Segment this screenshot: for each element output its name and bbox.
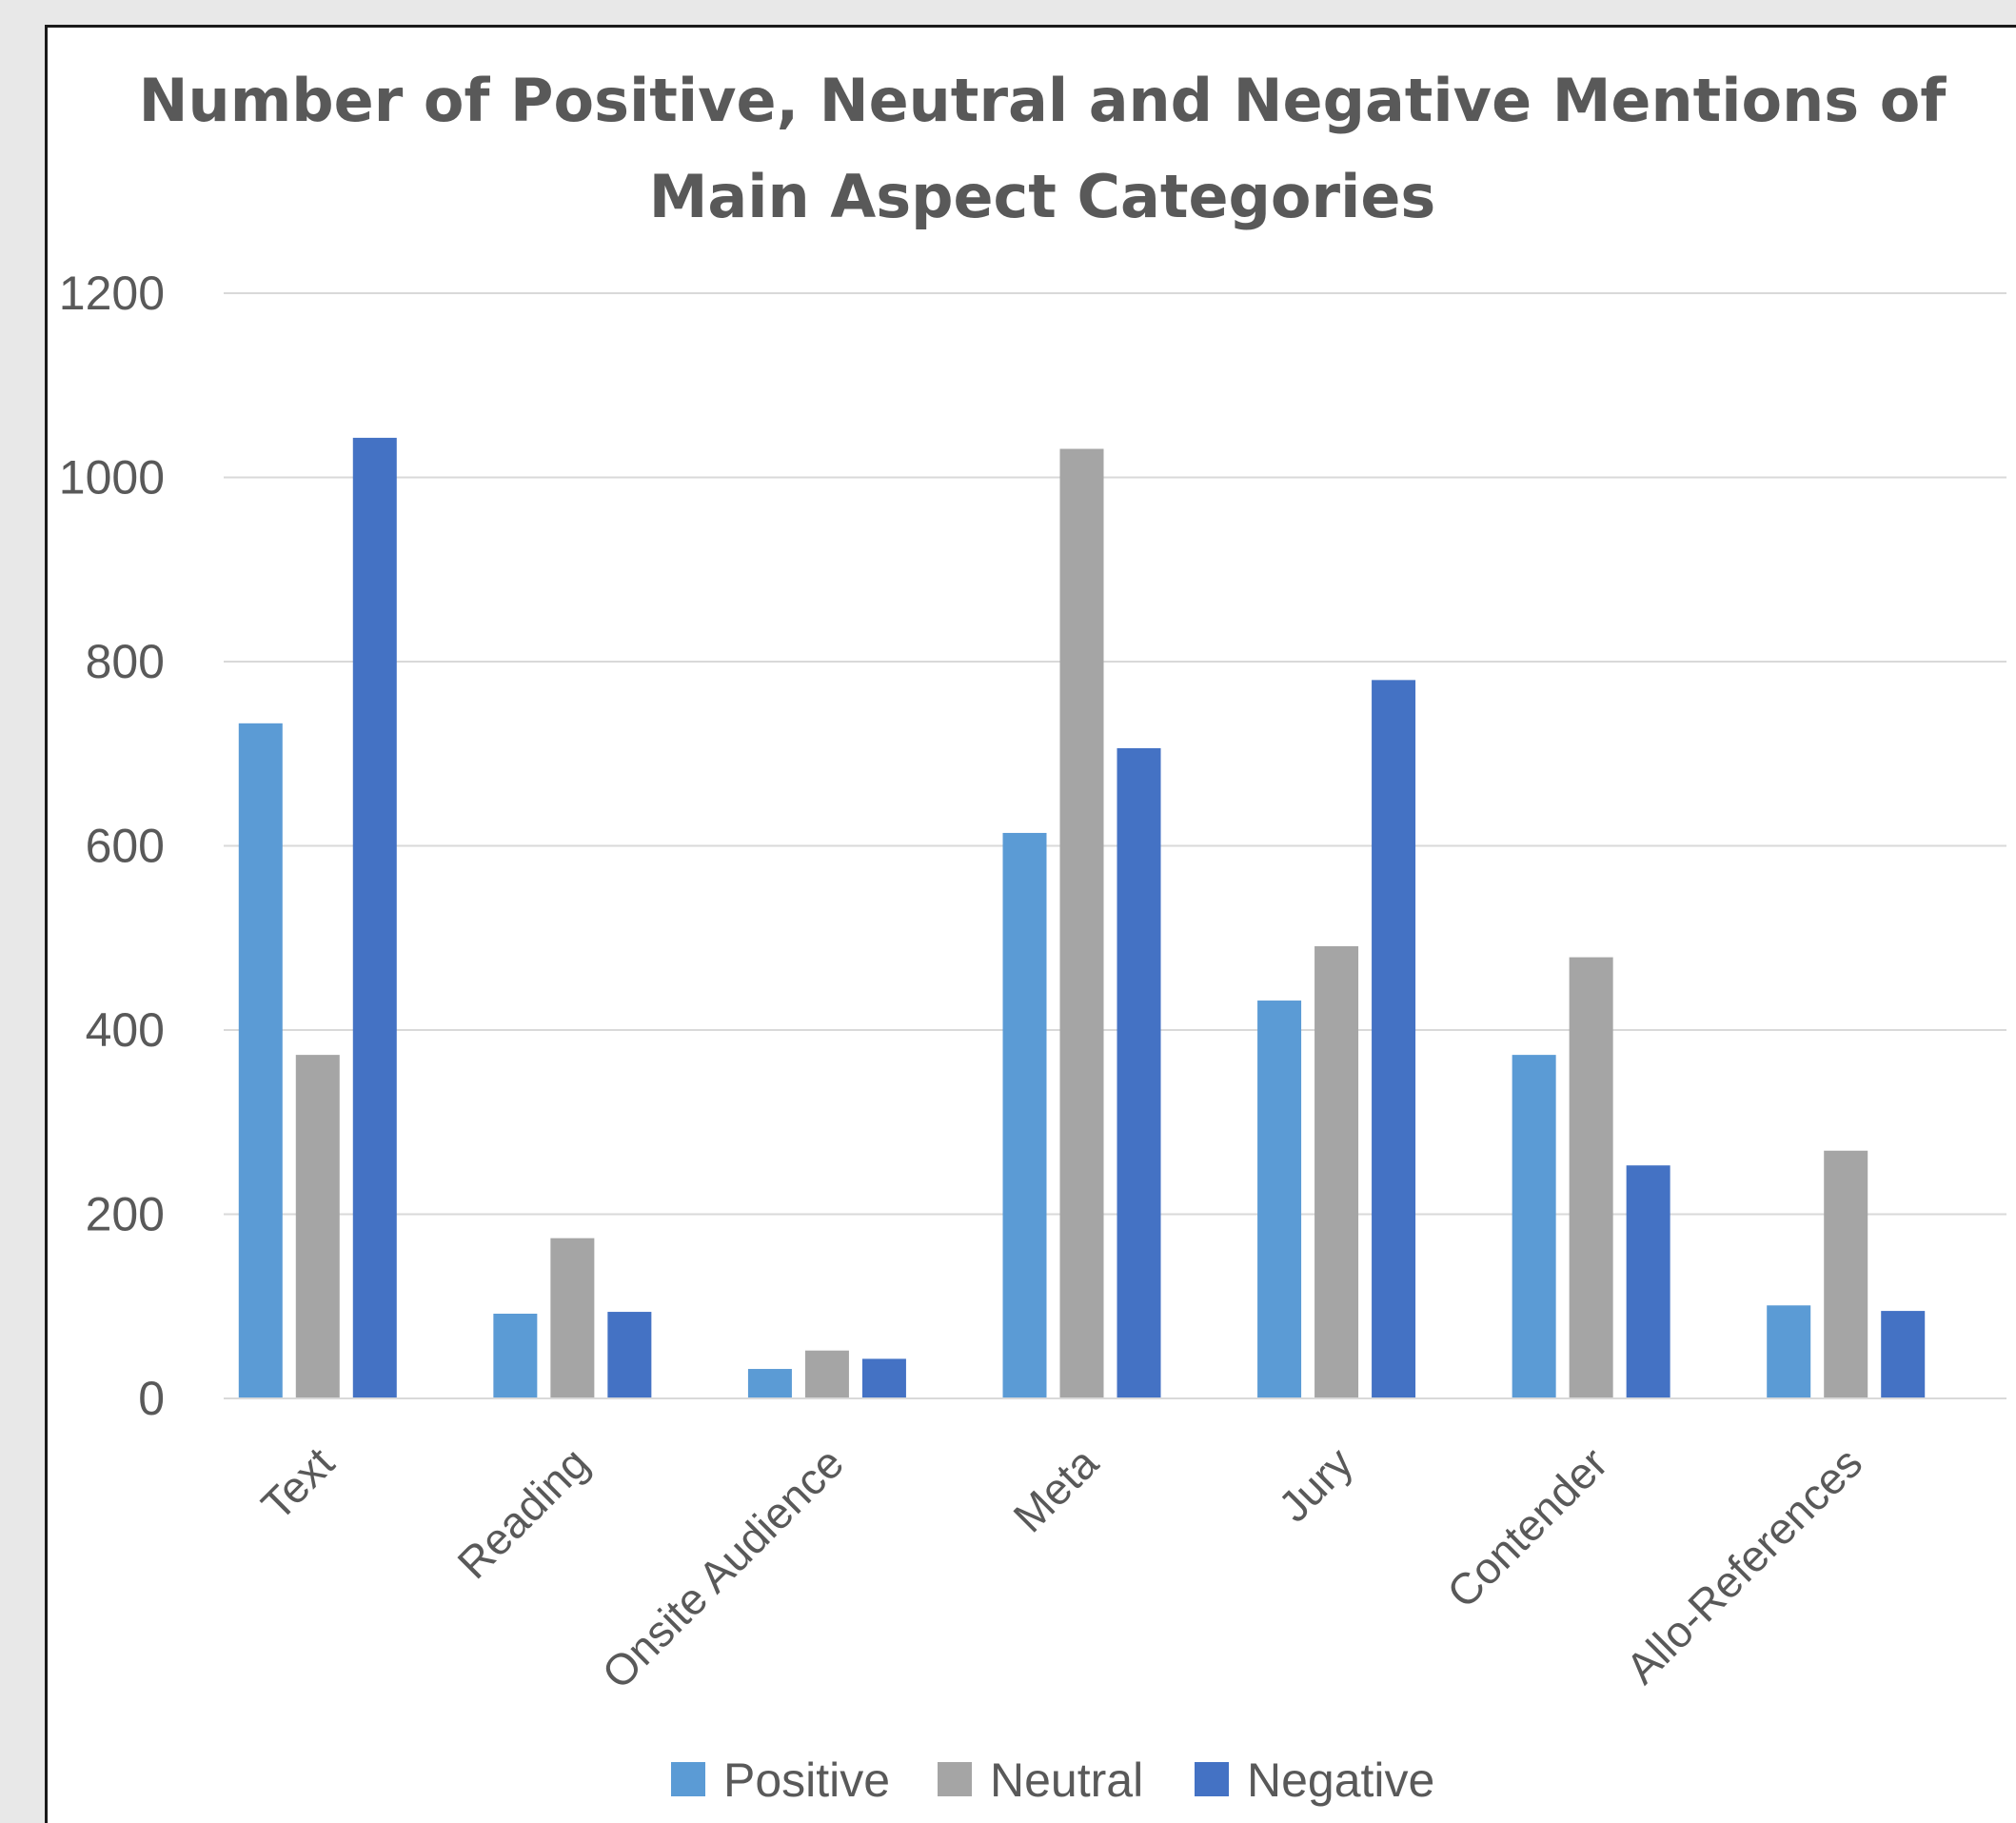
bar-negative-reading [607,1312,652,1398]
x-tick-label: Allo-References [1616,1437,1871,1693]
bar-neutral-allo-references [1824,1150,1868,1398]
bar-neutral-text [295,1055,340,1398]
bar-neutral-contender [1569,957,1613,1398]
legend: Positive Neutral Negative [671,1754,1434,1807]
y-tick-label: 800 [86,635,165,688]
y-tick-label: 1000 [59,451,165,505]
bar-negative-meta [1117,747,1161,1398]
y-tick-label: 1200 [59,267,165,320]
legend-label-neutral: Neutral [990,1754,1143,1807]
x-tick-label: Onsite Audience [592,1437,853,1698]
legend-swatch-negative [1195,1762,1229,1796]
legend-label-negative: Negative [1247,1754,1434,1807]
bar-positive-text [238,723,283,1398]
y-axis-tick-labels: 0 200 400 600 800 1000 1200 [59,267,165,1425]
bar-neutral-meta [1059,448,1104,1398]
bar-neutral-jury [1314,945,1359,1398]
bar-positive-onsite-audience [747,1369,792,1398]
bar-negative-allo-references [1881,1311,1926,1398]
legend-swatch-positive [671,1762,705,1796]
y-tick-label: 400 [86,1003,165,1057]
bar-neutral-reading [550,1238,595,1398]
bar-positive-jury [1257,1001,1302,1398]
x-tick-label: Reading [447,1437,598,1588]
chart-title-line-1: Number of Positive, Neutral and Negative… [139,66,1947,135]
x-tick-label: Text [251,1437,344,1530]
chart-title: Number of Positive, Neutral and Negative… [139,66,1947,231]
bar-positive-meta [1002,832,1047,1398]
bar-positive-contender [1512,1055,1556,1398]
bar-negative-contender [1626,1165,1670,1398]
gridlines [224,292,2006,1216]
legend-swatch-neutral [938,1762,972,1796]
bar-neutral-onsite-audience [804,1350,849,1398]
x-tick-label: Meta [1003,1437,1107,1541]
bar-negative-text [352,437,397,1399]
y-tick-label: 0 [138,1372,165,1425]
bar-positive-allo-references [1767,1305,1811,1398]
bars [238,437,1926,1399]
bar-negative-onsite-audience [861,1358,906,1398]
x-tick-label: Contender [1437,1437,1617,1617]
bar-negative-jury [1372,680,1416,1398]
y-tick-label: 200 [86,1188,165,1241]
bar-positive-reading [493,1313,538,1398]
y-tick-label: 600 [86,820,165,873]
chart-title-line-2: Main Aspect Categories [649,162,1436,231]
legend-label-positive: Positive [723,1754,890,1807]
x-tick-label: Jury [1269,1437,1362,1531]
